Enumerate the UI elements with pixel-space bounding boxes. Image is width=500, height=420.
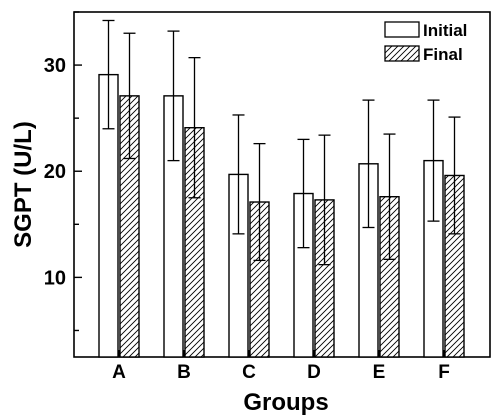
x-tick-label: F (438, 362, 450, 383)
legend-label-final: Final (423, 45, 463, 64)
y-axis: 10 20 30 (44, 11, 82, 332)
x-tick-label: D (307, 362, 321, 383)
error-bar-initial-b (167, 30, 180, 162)
x-tick-label: E (373, 362, 386, 383)
legend-swatch-final (384, 45, 420, 62)
y-axis-title: SGPT (U/L) (10, 121, 37, 248)
x-axis: A B C D E F (112, 350, 450, 383)
x-tick-label: B (177, 362, 191, 383)
y-tick-label: 30 (44, 55, 66, 77)
error-bar-initial-a (102, 19, 115, 130)
x-tick-label: A (112, 362, 126, 383)
error-bar-final-c (253, 142, 266, 262)
error-bar-final-a (123, 32, 136, 160)
x-tick-label: C (242, 362, 256, 383)
error-bar-initial-d (297, 138, 310, 249)
legend-label-initial: Initial (423, 21, 467, 40)
error-bar-final-d (318, 134, 331, 266)
legend-swatch-initial (384, 21, 420, 38)
y-tick-label: 10 (44, 267, 66, 289)
error-bar-initial-f (427, 99, 440, 222)
error-bars-layer (102, 19, 461, 266)
error-bar-final-e (383, 133, 396, 260)
x-axis-title: Groups (243, 389, 328, 416)
error-bar-final-f (448, 116, 461, 235)
error-bar-initial-c (232, 114, 245, 235)
bars-layer (98, 73, 465, 358)
error-bar-final-b (188, 56, 201, 199)
error-bar-initial-e (362, 99, 375, 229)
plot-frame (73, 11, 491, 358)
y-tick-label: 20 (44, 161, 66, 183)
legend: Initial Final (384, 21, 467, 64)
